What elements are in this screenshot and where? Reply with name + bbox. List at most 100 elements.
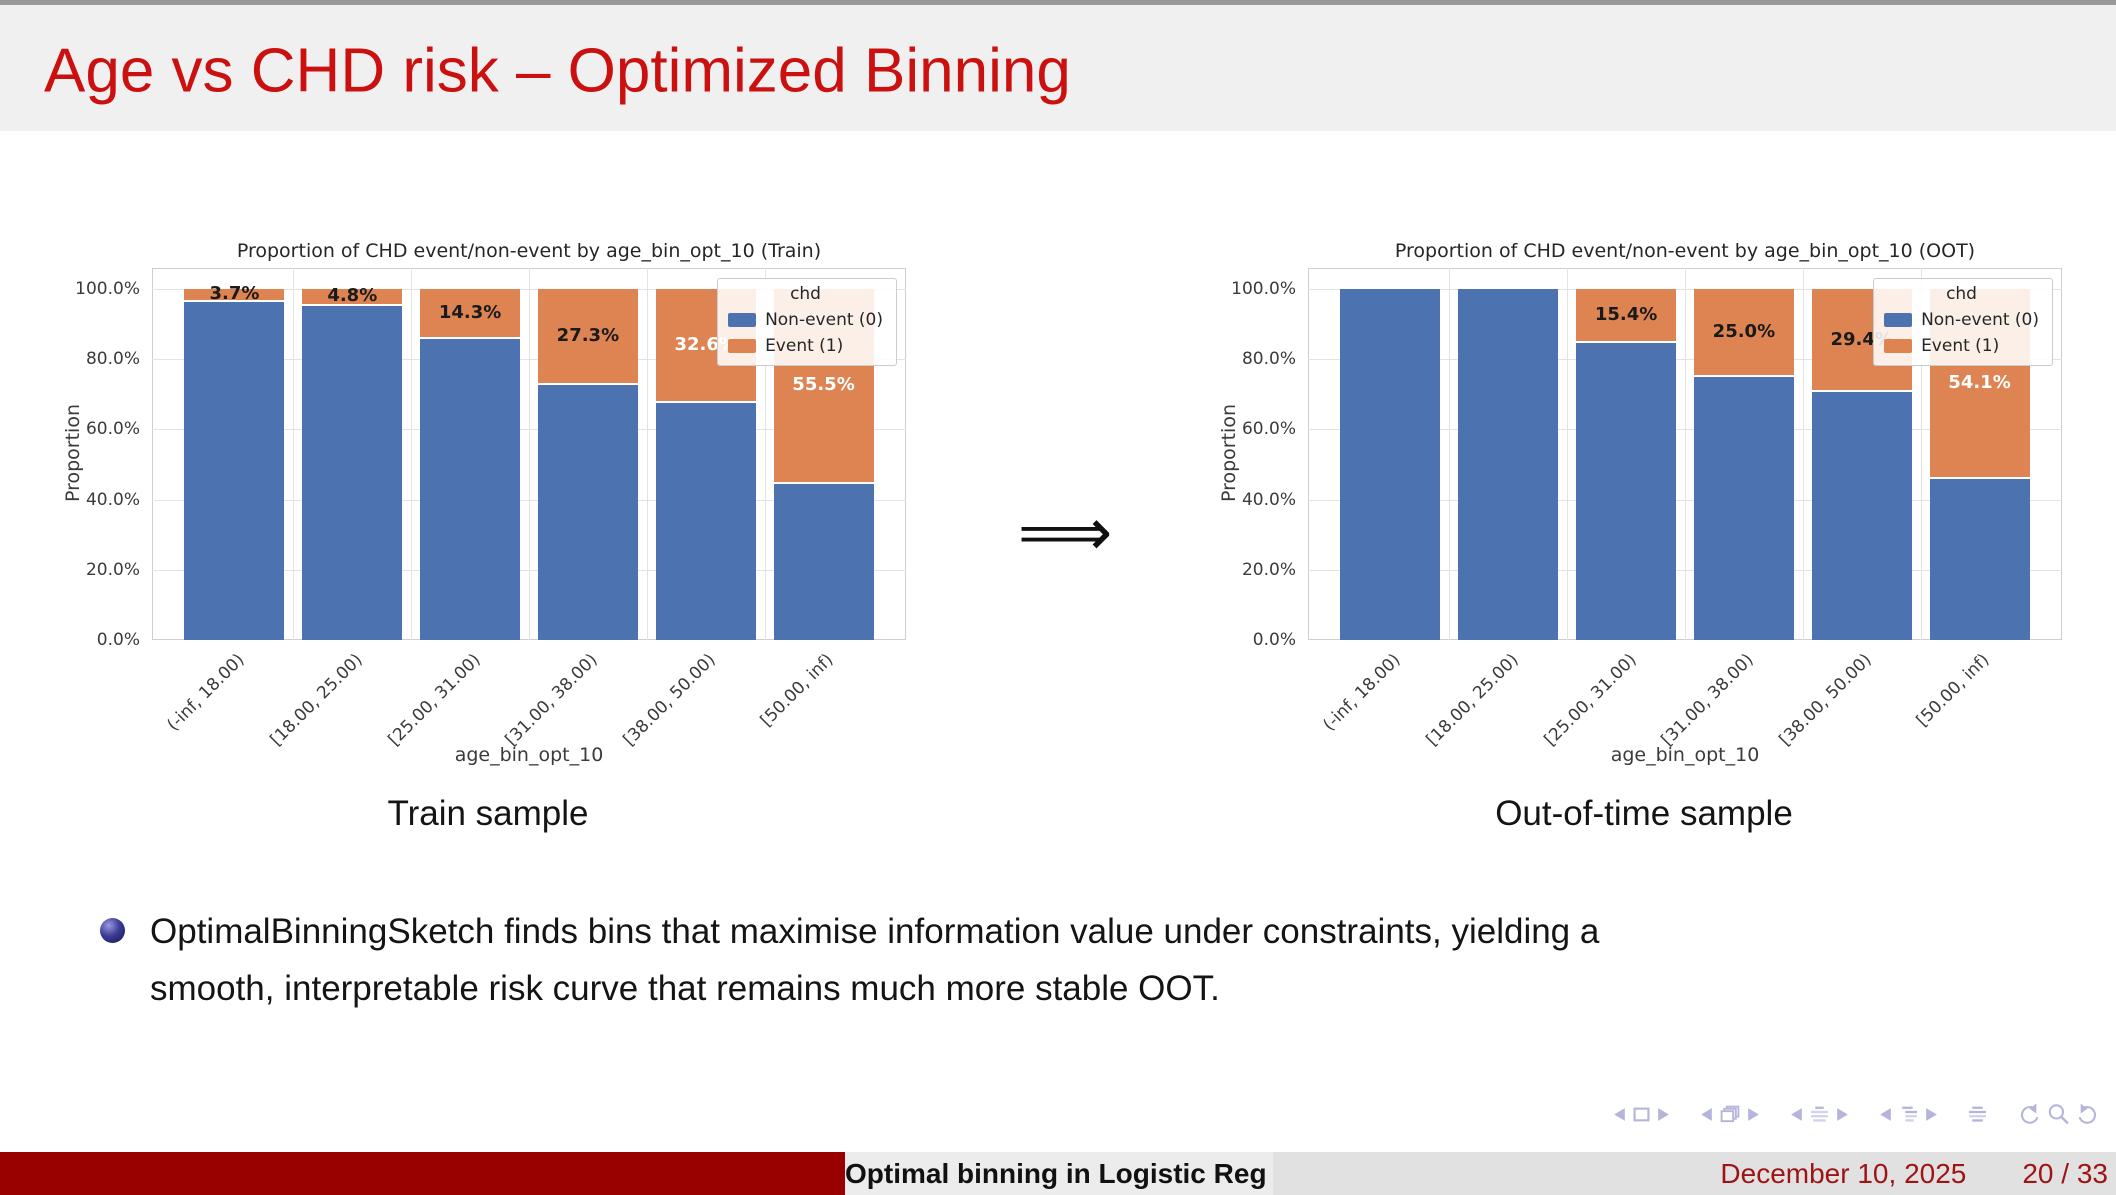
- next-slide-icon[interactable]: [1657, 1107, 1670, 1122]
- x-tick-label: [50.00, inf): [756, 650, 838, 731]
- bar-label: 25.0%: [1712, 320, 1776, 342]
- y-tick-label: 60.0%: [1241, 419, 1296, 440]
- y-tick-label: 20.0%: [85, 559, 140, 580]
- slide-header: Age vs CHD risk – Optimized Binning: [0, 5, 2116, 131]
- x-tick-label: [38.00, 50.00): [619, 650, 720, 751]
- legend-swatch-icon: [728, 313, 757, 327]
- next-subsection-icon[interactable]: [1925, 1107, 1938, 1122]
- legend-entry-label: Event (1): [1921, 336, 2000, 356]
- bar-segment-event: [420, 289, 521, 340]
- footline: Optimal binning in Logistic Reg December…: [0, 1152, 2116, 1195]
- chart-oot: Proportion of CHD event/non-event by age…: [1216, 238, 2116, 798]
- bar-segment-nonevent: [184, 301, 285, 640]
- bar-segment-nonevent: [1458, 289, 1559, 640]
- x-tick: [38.00, 50.00): [584, 650, 720, 750]
- bar-segment-nonevent: [537, 384, 638, 640]
- prev-subsection-icon[interactable]: [1879, 1107, 1892, 1122]
- y-tick-label: 80.0%: [1241, 349, 1296, 370]
- footline-short-title: Optimal binning in Logistic Reg: [845, 1157, 1267, 1189]
- caption-oot-sample: Out-of-time sample: [1495, 794, 1793, 833]
- gridline-vertical: [293, 268, 295, 640]
- y-tick-label: 0.0%: [96, 630, 140, 650]
- nav-frame-group: [1700, 1105, 1760, 1123]
- legend-title: chd: [1946, 284, 1977, 304]
- legend-swatch-icon: [1884, 313, 1913, 327]
- legend: chd Non-event (0) Event (1): [717, 278, 897, 366]
- gridline-vertical: [529, 268, 530, 640]
- legend: chd Non-event (0) Event (1): [1873, 278, 2053, 366]
- gridline-vertical: [1802, 268, 1804, 640]
- y-tick-label: 80.0%: [85, 349, 140, 370]
- bar-label: 54.1%: [1948, 371, 2011, 393]
- x-tick: (-inf, 18.00): [134, 650, 249, 735]
- bar-segment-event: [1693, 289, 1794, 377]
- footline-author-block: [0, 1152, 845, 1195]
- x-axis-label: age_bin_opt_10: [454, 744, 604, 766]
- section-list-icon[interactable]: [1810, 1106, 1829, 1122]
- x-tick: [18.00, 25.00): [231, 650, 366, 750]
- bar-segment-nonevent: [1576, 343, 1677, 640]
- legend-entry-label: Non-event (0): [765, 310, 883, 330]
- legend-entry-label: Non-event (0): [1921, 310, 2039, 330]
- bullet-text-line-2: smooth, interpretable risk curve that re…: [150, 969, 1220, 1008]
- bar-segment-nonevent: [1929, 478, 2030, 640]
- footline-date: December 10, 2025: [1720, 1157, 1967, 1189]
- y-tick-label: 20.0%: [1241, 559, 1296, 580]
- appendix-list-icon[interactable]: [1968, 1106, 1987, 1122]
- x-tick: [31.00, 38.00): [1622, 650, 1758, 750]
- y-tick-label: 100.0%: [75, 279, 140, 299]
- bullet-item: OptimalBinningSketch finds bins that max…: [100, 903, 1599, 1017]
- x-tick: [18.00, 25.00): [1387, 650, 1522, 750]
- bar-segment-event: [537, 289, 638, 385]
- bullet-text: OptimalBinningSketch finds bins that max…: [150, 903, 1599, 1017]
- gridline-vertical: [1685, 268, 1686, 640]
- legend-entry: Event (1): [728, 336, 883, 356]
- bar-label: 15.4%: [1594, 304, 1658, 326]
- prev-slide-icon[interactable]: [1613, 1107, 1626, 1122]
- frame-overlays-icon[interactable]: [1720, 1105, 1740, 1123]
- bar-label: 4.8%: [327, 285, 378, 307]
- x-tick: [38.00, 50.00): [1740, 650, 1876, 750]
- legend-entry-label: Event (1): [765, 336, 844, 356]
- next-frame-icon[interactable]: [1747, 1107, 1760, 1122]
- x-tick: [50.00, inf): [1885, 650, 1994, 731]
- nav-section-group: [1790, 1106, 1849, 1122]
- x-axis-label: age_bin_opt_10: [1610, 744, 1760, 766]
- y-tick-label: 40.0%: [1241, 489, 1296, 510]
- nav-appendix-group: [1968, 1106, 1987, 1122]
- prev-frame-icon[interactable]: [1700, 1107, 1713, 1122]
- implies-arrow-icon: ⟹: [1017, 494, 1113, 571]
- gridline-vertical: [764, 268, 766, 640]
- x-tick-label: [38.00, 50.00): [1775, 650, 1876, 751]
- redo-navigation-icon[interactable]: [2077, 1103, 2100, 1125]
- x-tick-label: [50.00, inf): [1912, 650, 1994, 731]
- bar-segment-nonevent: [302, 305, 403, 640]
- bullet-ball-icon: [100, 918, 125, 943]
- legend-title: chd: [790, 284, 821, 304]
- bar-segment-nonevent: [1693, 376, 1794, 640]
- subsection-list-icon[interactable]: [1899, 1106, 1918, 1122]
- search-icon[interactable]: [2047, 1103, 2070, 1125]
- legend-entry: Event (1): [1884, 336, 2039, 356]
- x-tick: [25.00, 31.00): [1505, 650, 1640, 750]
- nav-subsection-group: [1879, 1106, 1938, 1122]
- bar-segment-event: [1576, 289, 1677, 344]
- undo-navigation-icon[interactable]: [2017, 1103, 2040, 1125]
- gridline-vertical: [646, 268, 648, 640]
- next-section-icon[interactable]: [1836, 1107, 1849, 1122]
- chart-train: Proportion of CHD event/non-event by age…: [60, 238, 960, 798]
- y-tick-label: 60.0%: [85, 419, 140, 440]
- prev-section-icon[interactable]: [1790, 1107, 1803, 1122]
- bar-segment-event: [302, 289, 403, 306]
- caption-train-sample: Train sample: [387, 794, 589, 833]
- legend-swatch-icon: [1884, 339, 1913, 353]
- bullet-text-line-1: OptimalBinningSketch finds bins that max…: [150, 912, 1600, 951]
- x-tick: [50.00, inf): [729, 650, 838, 731]
- legend-swatch-icon: [728, 339, 757, 353]
- y-tick-label: 100.0%: [1231, 279, 1296, 299]
- chart-title: Proportion of CHD event/non-event by age…: [1394, 240, 1976, 262]
- y-tick-label: 40.0%: [85, 489, 140, 510]
- x-tick: [25.00, 31.00): [349, 650, 484, 750]
- current-frame-icon[interactable]: [1633, 1107, 1650, 1122]
